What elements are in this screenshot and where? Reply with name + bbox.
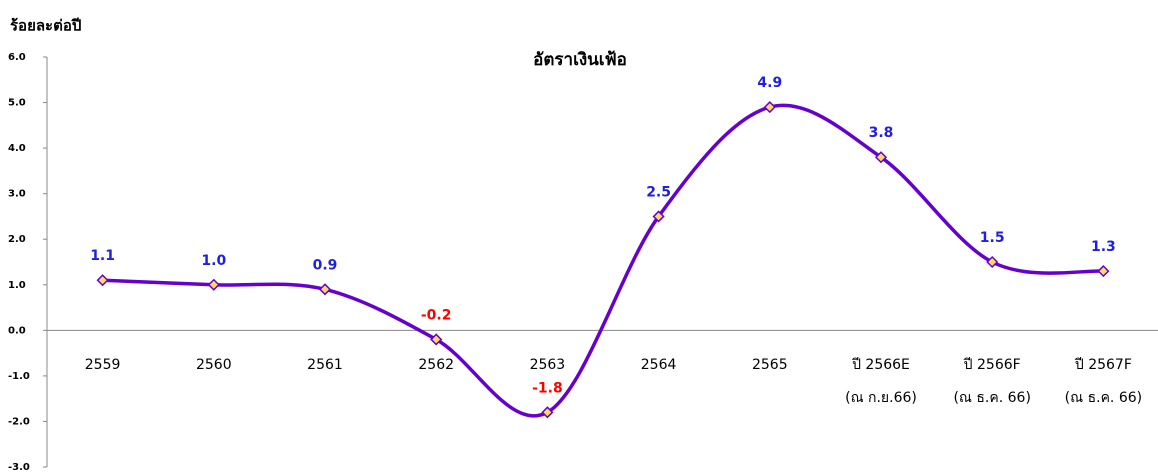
- x-tick-line: 2559: [85, 357, 121, 373]
- marker: [541, 406, 554, 419]
- x-tick-label: 2561: [307, 357, 343, 373]
- x-tick-line: 2563: [530, 357, 566, 373]
- x-tick-label: 2564: [641, 357, 677, 373]
- x-tick-line: 2562: [418, 357, 454, 373]
- value-label: 1.0: [201, 253, 226, 269]
- marker: [430, 333, 443, 346]
- y-tick-label: 5.0: [8, 98, 26, 109]
- chart-title: อัตราเงินเฟ้อ: [533, 50, 627, 70]
- value-label: 2.5: [646, 184, 671, 200]
- x-tick-line: (ณ ก.ย.66): [845, 390, 917, 406]
- y-tick-label: 3.0: [8, 189, 26, 200]
- y-tick-label: -2.0: [8, 416, 30, 427]
- marker: [763, 101, 776, 114]
- value-label: 4.9: [757, 75, 782, 91]
- marker: [652, 210, 665, 223]
- x-tick-label: ปี 2566E (ณ ก.ย.66): [845, 357, 917, 406]
- x-tick-label: ปี 2566F (ณ ธ.ค. 66): [953, 357, 1030, 406]
- y-axis-label: ร้อยละต่อปี: [10, 17, 81, 35]
- value-label: 1.3: [1091, 239, 1116, 255]
- value-label: 3.8: [869, 125, 894, 141]
- x-tick-line: 2564: [641, 357, 677, 373]
- y-tick-label: 6.0: [8, 52, 26, 63]
- marker: [986, 255, 999, 269]
- x-tick-line: 2560: [196, 357, 232, 373]
- x-tick-line: ปี 2567F: [1074, 357, 1132, 373]
- value-label: -0.2: [421, 307, 452, 323]
- x-tick-label: 2563: [530, 357, 566, 373]
- x-tick-line: 2561: [307, 357, 343, 373]
- value-label: 1.5: [980, 230, 1005, 246]
- x-tick-label: 2565: [752, 357, 788, 373]
- x-tick-label: 2559: [85, 357, 121, 373]
- x-tick-line: ปี 2566F: [963, 357, 1021, 373]
- y-tick-label: 4.0: [8, 143, 26, 154]
- value-label: 0.9: [313, 257, 338, 273]
- x-tick-line: ปี 2566E: [852, 357, 910, 373]
- marker: [874, 151, 888, 164]
- value-label: -1.8: [532, 380, 563, 396]
- y-tick-label: 1.0: [8, 280, 26, 291]
- value-label: 1.1: [90, 248, 115, 264]
- x-tick-line: 2565: [752, 357, 788, 373]
- x-tick-line: (ณ ธ.ค. 66): [1065, 390, 1142, 406]
- marker: [1097, 265, 1110, 278]
- x-tick-label: 2560: [196, 357, 232, 373]
- y-tick-label: 0.0: [8, 325, 26, 336]
- line: [102, 103, 1104, 418]
- marker: [318, 283, 332, 296]
- y-tick-label: 2.0: [8, 234, 26, 245]
- marker: [96, 274, 109, 287]
- y-tick-label: -3.0: [8, 462, 30, 471]
- x-tick-line: (ณ ธ.ค. 66): [953, 390, 1030, 406]
- marker: [207, 278, 220, 291]
- x-tick-label: ปี 2567F (ณ ธ.ค. 66): [1065, 357, 1142, 406]
- y-tick-label: -1.0: [8, 371, 30, 382]
- x-tick-label: 2562: [418, 357, 454, 373]
